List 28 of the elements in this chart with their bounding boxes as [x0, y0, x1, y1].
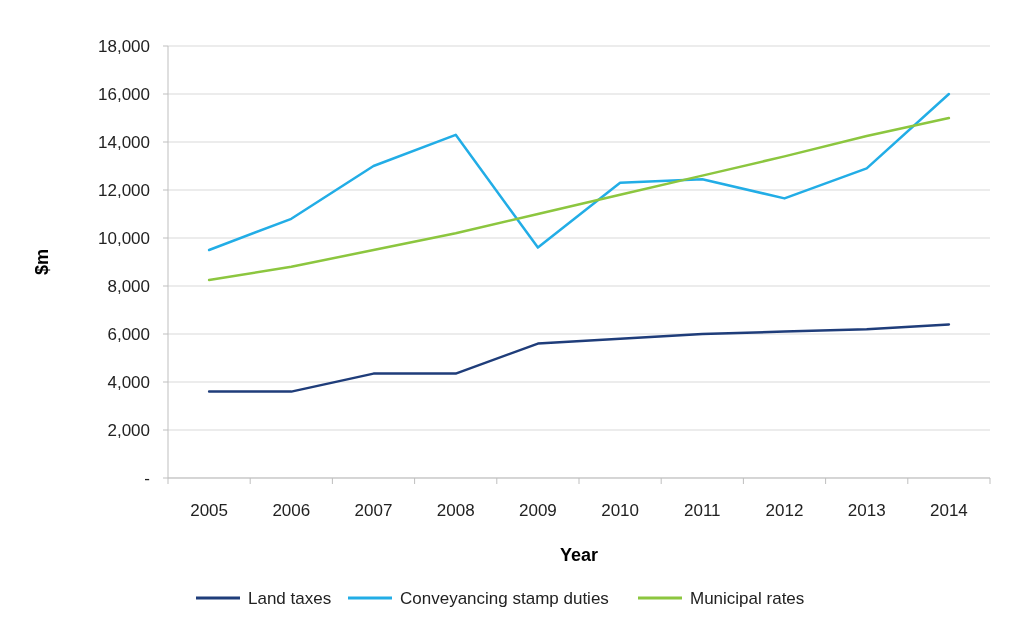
y-tick-label: 16,000: [98, 84, 150, 104]
x-tick-label: 2010: [601, 501, 640, 520]
x-tick-label: 2013: [847, 501, 886, 520]
line-series: [207, 116, 951, 282]
y-axis-title: $m: [32, 248, 52, 276]
x-tick-label: 2011: [684, 501, 721, 520]
x-tick-label: 2007: [354, 501, 393, 520]
x-tick-label: 2014: [929, 501, 968, 520]
y-tick-label: -: [144, 468, 150, 488]
y-tick-label: 8,000: [107, 276, 150, 296]
x-tick-label: 2012: [765, 501, 804, 520]
x-tick-label: 2009: [518, 501, 557, 520]
y-tick-label: 6,000: [107, 324, 150, 344]
x-tick-label: 2006: [272, 501, 311, 520]
y-tick-label: 12,000: [98, 180, 150, 200]
legend-label: Municipal rates: [690, 588, 805, 608]
y-tick-label: 4,000: [107, 372, 150, 392]
y-tick-label: 10,000: [98, 228, 150, 248]
y-tick-label: 18,000: [98, 36, 150, 56]
legend-label: Conveyancing stamp duties: [400, 588, 609, 608]
y-tick-label: 2,000: [107, 420, 150, 440]
y-tick-label: 14,000: [98, 132, 150, 152]
line-series: [207, 323, 951, 393]
line-series: [207, 92, 951, 252]
x-tick-label: 2005: [190, 501, 229, 520]
legend-label: Land taxes: [248, 588, 332, 608]
x-axis-title: Year: [559, 545, 599, 565]
x-tick-label: 2008: [436, 501, 475, 520]
